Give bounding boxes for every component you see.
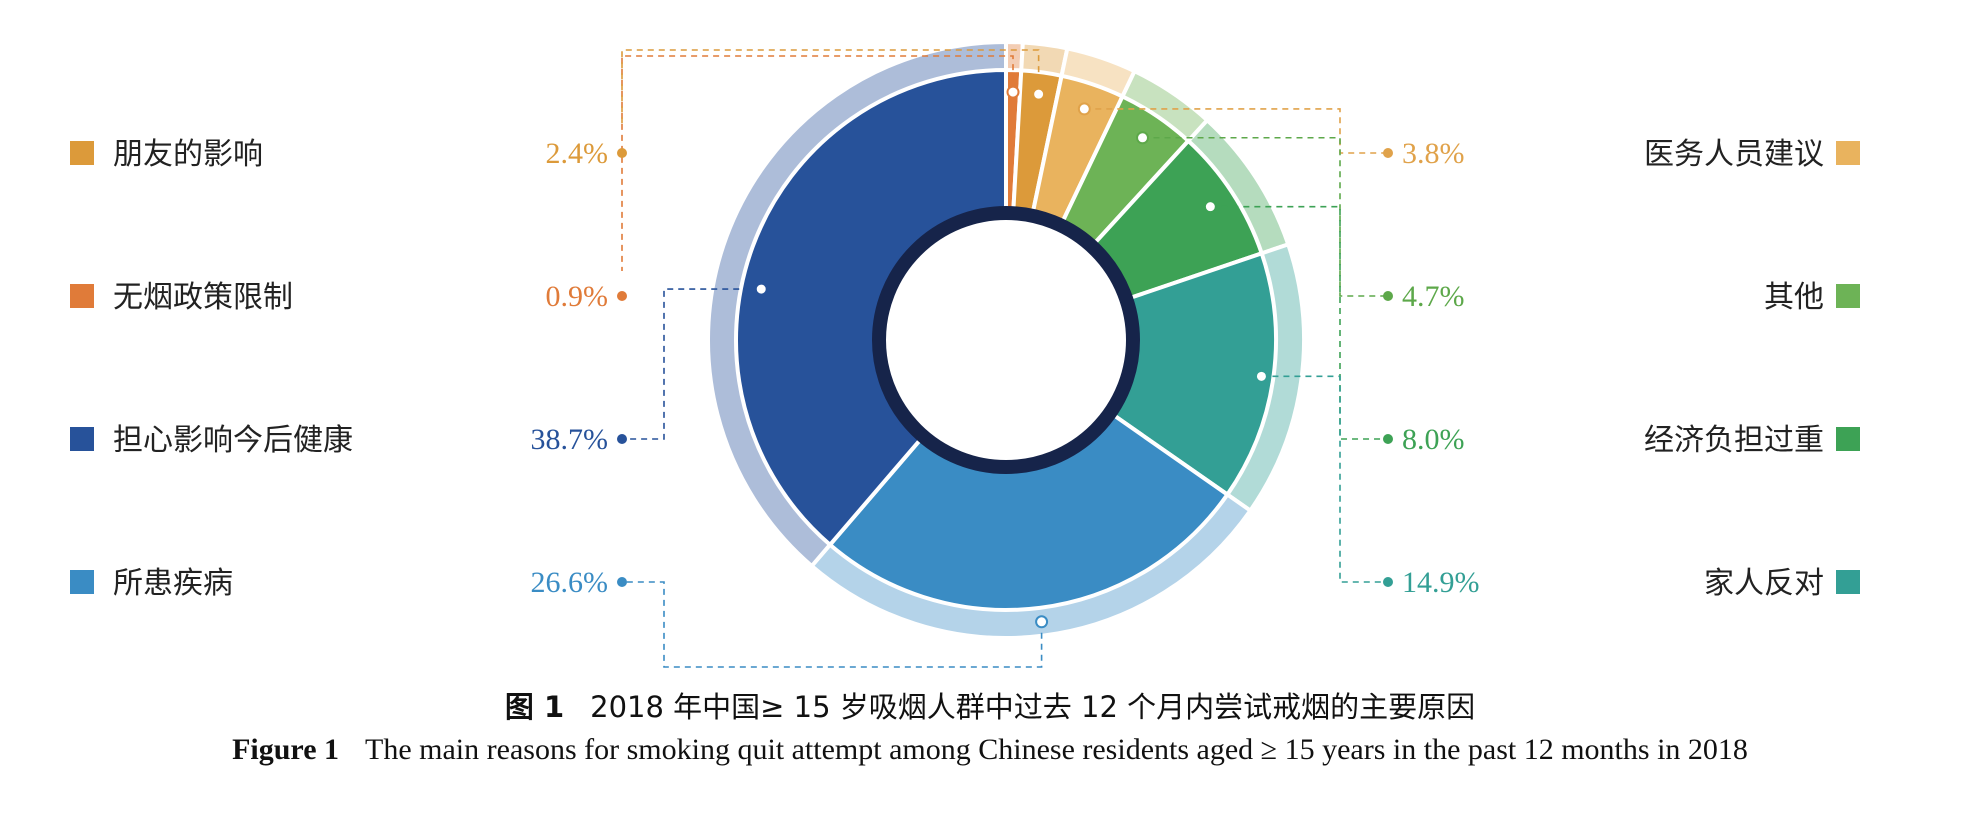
slice-3-value-label: 3.8% (1402, 137, 1465, 170)
donut-slices (706, 39, 1307, 640)
slice-5-leader-end (1383, 434, 1393, 444)
slice-4-leader-start (1136, 131, 1150, 145)
legend-swatch-right-4 (1836, 570, 1860, 594)
slice-7-leader-line (622, 581, 1043, 668)
legend-swatch-right-2 (1836, 284, 1860, 308)
caption-english-text: The main reasons for smoking quit attemp… (365, 733, 1748, 766)
slice-2-leader-line (621, 49, 1040, 125)
caption-chinese: 图 1 2018 年中国≥ 15 岁吸烟人群中过去 12 个月内尝试戒烟的主要原因 (0, 684, 1980, 726)
labels: 0.9% 2.4% 3.8% 4.7% 8.0% 14.9% 26.6% 38.7% 朋友的影响… (70, 137, 1860, 601)
legend-swatch-right-3 (1836, 427, 1860, 451)
legend-label-left-4: 所患疾病 (113, 566, 233, 601)
caption-english-prefix: Figure 1 (232, 733, 340, 766)
slice-3-leader-line (1084, 108, 1388, 154)
legend-label-right-3: 经济负担过重 (1644, 423, 1824, 458)
slice-7-leader-end (617, 577, 627, 587)
leader-lines (617, 49, 1393, 668)
slice-1-value-label: 0.9% (546, 280, 609, 313)
legend-label-right-1: 医务人员建议 (1644, 137, 1824, 172)
slice-2-leader-end (617, 148, 627, 158)
slice-4-leader-line (1142, 136, 1388, 297)
slice-8-leader-end (617, 434, 627, 444)
slice-4-value-label: 4.7% (1402, 280, 1465, 313)
slice-6-leader-end (1383, 577, 1393, 587)
slice-5-leader-line (1210, 205, 1388, 440)
legend-label-right-2: 其他 (1764, 280, 1824, 315)
donut-hole (888, 222, 1124, 458)
legend-swatch-right-1 (1836, 141, 1860, 165)
slice-1-leader-start (1006, 85, 1020, 99)
slice-1-leader-end (617, 291, 627, 301)
caption-chinese-prefix: 图 1 (504, 690, 565, 724)
slice-2-value-label: 2.4% (546, 137, 609, 170)
slice-6-value-label: 14.9% (1402, 566, 1480, 599)
slice-2-leader-start (1032, 87, 1046, 101)
slice-6-leader-start (1254, 369, 1268, 383)
caption-english: Figure 1 The main reasons for smoking qui… (0, 733, 1980, 767)
legend-swatch-left-4 (70, 570, 94, 594)
slice-3-leader-end (1383, 148, 1393, 158)
legend-label-left-2: 无烟政策限制 (113, 280, 293, 315)
caption-chinese-text: 2018 年中国≥ 15 岁吸烟人群中过去 12 个月内尝试戒烟的主要原因 (590, 690, 1476, 724)
legend-label-left-1: 朋友的影响 (113, 137, 263, 172)
slice-4-leader-end (1383, 291, 1393, 301)
legend-label-right-4: 家人反对 (1704, 566, 1824, 601)
slice-5-value-label: 8.0% (1402, 423, 1465, 456)
slice-1-leader-line (621, 55, 1014, 271)
legend-swatch-left-2 (70, 284, 94, 308)
legend-label-left-3: 担心影响今后健康 (113, 423, 353, 458)
slice-6-leader-line (1261, 375, 1388, 583)
slice-7-value-label: 26.6% (531, 566, 609, 599)
inner-ring-band (872, 206, 1140, 474)
donut-inner-ring (872, 206, 1140, 474)
slice-5-leader-start (1203, 200, 1217, 214)
slice-8-leader-line (622, 288, 762, 440)
slice-3-leader-start (1077, 102, 1091, 116)
slice-8-value-label: 38.7% (531, 423, 609, 456)
slice-8-leader-start (754, 282, 768, 296)
legend-swatch-left-3 (70, 427, 94, 451)
slice-7-leader-start (1035, 615, 1049, 629)
legend-swatch-left-1 (70, 141, 94, 165)
